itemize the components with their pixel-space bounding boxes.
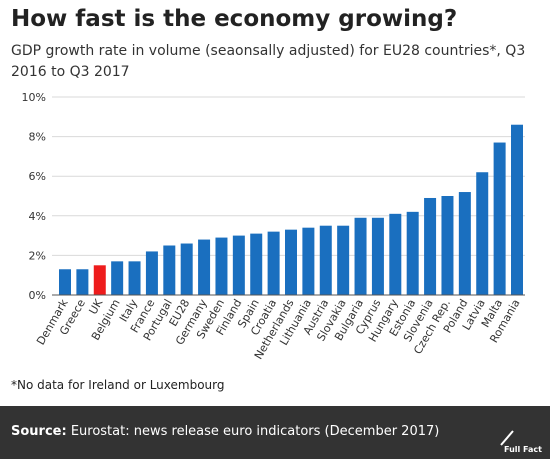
- bar-belgium: [111, 261, 124, 295]
- bar-germany: [198, 239, 211, 295]
- brand-check-icon: [500, 430, 514, 446]
- y-tick-label: 2%: [29, 249, 46, 262]
- bar-italy: [128, 261, 141, 295]
- bar-spain: [250, 233, 263, 295]
- footnote: *No data for Ireland or Luxembourg: [11, 378, 225, 392]
- bar-slovakia: [337, 225, 350, 295]
- bar-slovenia: [424, 197, 437, 295]
- brand-logo[interactable]: Full Fact: [492, 422, 542, 454]
- bar-portugal: [163, 245, 176, 295]
- bar-austria: [319, 225, 332, 295]
- bar-croatia: [267, 231, 280, 295]
- bar-estonia: [406, 211, 419, 295]
- y-tick-label: 10%: [22, 91, 46, 104]
- bar-lithuania: [302, 227, 315, 295]
- bar-romania: [511, 124, 523, 295]
- bar-malta: [493, 142, 506, 295]
- bar-denmark: [59, 269, 71, 295]
- y-tick-label: 8%: [29, 131, 46, 144]
- footer-bar: Source: Eurostat: news release euro indi…: [0, 406, 550, 459]
- x-axis-ticks: DenmarkGreeceUKBelgiumItalyFrancePortuga…: [34, 296, 523, 361]
- bar-greece: [76, 269, 89, 295]
- source-label: Source:: [11, 424, 67, 439]
- y-tick-label: 6%: [29, 170, 46, 183]
- chart-subtitle: GDP growth rate in volume (seaonsally ad…: [11, 43, 526, 80]
- bar-czech-rep: [441, 196, 454, 295]
- bar-bulgaria: [354, 217, 367, 295]
- bar-france: [145, 251, 158, 295]
- bar-chart: 0% 2% 4% 6% 8% 10% DenmarkGreeceUKBelgiumItal…: [22, 91, 525, 362]
- bar-sweden: [215, 237, 228, 295]
- bar-poland: [458, 192, 471, 295]
- chart-title: How fast is the economy growing?: [11, 6, 458, 32]
- bar-hungary: [389, 213, 402, 295]
- bar-cyprus: [371, 217, 384, 295]
- source-text: Eurostat: news release euro indicators (…: [66, 424, 440, 439]
- source-line: Source: Eurostat: news release euro indi…: [11, 424, 439, 439]
- bars: [59, 124, 523, 295]
- bar-eu28: [180, 243, 193, 295]
- y-tick-label: 4%: [29, 210, 46, 223]
- brand-name: Full Fact: [504, 445, 542, 454]
- y-axis-ticks: 0% 2% 4% 6% 8% 10%: [22, 91, 46, 302]
- y-tick-label: 0%: [29, 289, 46, 302]
- bar-uk: [93, 265, 106, 295]
- bar-latvia: [476, 172, 489, 295]
- bar-finland: [232, 235, 245, 295]
- bar-netherlands: [285, 229, 297, 295]
